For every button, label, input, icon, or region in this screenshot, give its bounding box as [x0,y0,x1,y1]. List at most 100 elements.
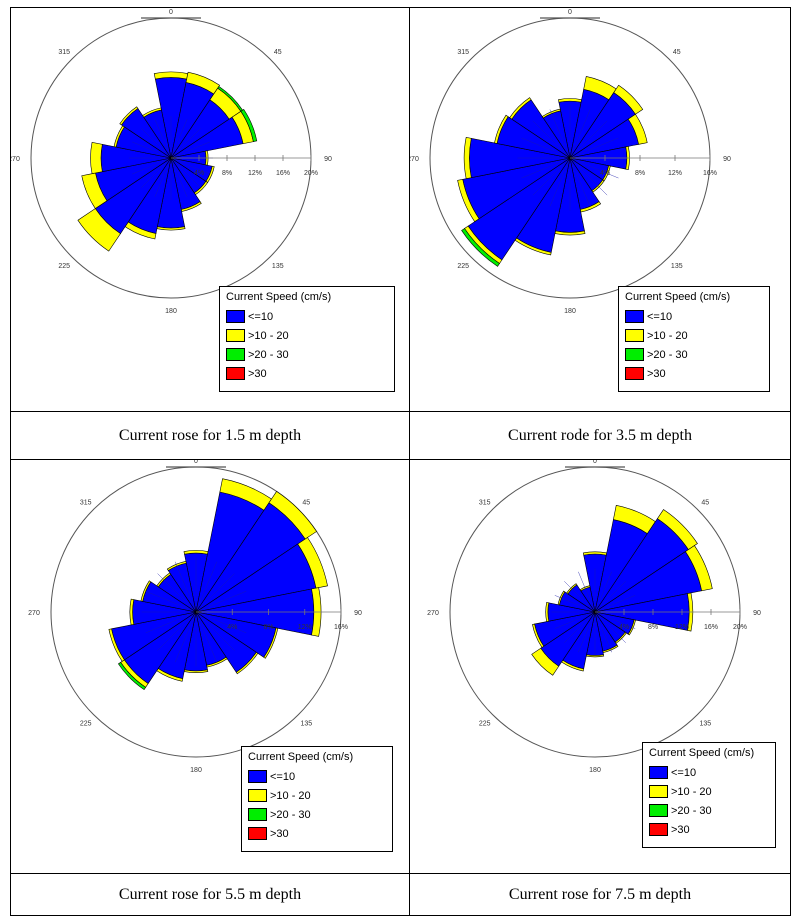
legend-label: <=10 [671,766,697,779]
legend-swatch [248,770,267,783]
legend-title: Current Speed (cm/s) [226,291,332,303]
sector-10-20-67.5 [627,113,648,145]
radial-tick-label: 8% [263,624,273,631]
radial-tick-label: 12% [675,624,689,631]
rose-cell-4: 4% 8% 12% 16% 20% 0 45 90 135 180 225 270 315 Current… [409,459,791,874]
sector-20-30-225 [461,228,500,267]
spoke-line [145,612,194,633]
legend-label: >20 - 30 [671,804,712,817]
spoke-line [549,160,570,207]
caption-4: Current rose for 7.5 m depth [409,873,791,916]
spoke-line [172,128,201,157]
legend-label: >30 [270,827,289,840]
legend-swatch [649,766,668,779]
sector-10-20-315 [119,106,139,126]
direction-label-225: 225 [58,263,70,270]
direction-label-180: 180 [165,308,177,315]
legend-swatch [625,310,644,323]
legend-item-10-20: >10 - 20 [226,326,388,345]
legend-swatch [248,789,267,802]
legend-item-20-30: >20 - 30 [649,801,769,820]
spoke-line [554,595,593,612]
legend-label: >10 - 20 [647,329,688,342]
legend-item-lte10: <=10 [649,763,769,782]
legend-swatch [625,367,644,380]
sector-10-20-270 [463,136,472,180]
spoke-line [571,159,608,196]
spoke-line [578,571,595,610]
legend-label: >10 - 20 [248,329,289,342]
direction-label-135: 135 [699,720,711,727]
spoke-line [596,613,626,643]
spoke-line [132,141,169,158]
spoke-line [175,614,196,663]
spoke-line [145,591,194,612]
sector-10-20-292.5 [140,580,152,602]
spoke-line [597,595,636,612]
legend-swatch [649,823,668,836]
spoke-line [171,160,188,197]
rose-svg: 4% 8% 12% 16% 0 45 90 135 180 225 270 315 [410,9,731,315]
radial-tick-label: 20% [304,170,318,177]
sector-10-20-270 [545,602,550,622]
radial-tick-label: 8% [222,170,232,177]
spoke-line [154,119,171,156]
radial-tick-label: 4% [194,170,204,177]
legend: Current Speed (cm/s) <=10 >10 - 20 >20 - 30… [219,286,395,392]
spoke-line [132,158,169,175]
direction-label-0: 0 [194,460,198,465]
radial-tick-label: 16% [704,624,718,631]
rose-cell-2: 4% 8% 12% 16% 0 45 90 135 180 225 270 315 Current Sp… [409,7,791,412]
spoke-line [564,613,594,643]
spoke-line [171,119,188,156]
spoke-line [175,561,196,610]
legend-swatch [248,808,267,821]
legend-item-20-30: >20 - 30 [226,345,388,364]
legend: Current Speed (cm/s) <=10 >10 - 20 >20 - 30… [618,286,770,392]
legend-label: >30 [248,367,267,380]
sector-10-20-247.5 [457,178,480,223]
spoke-line [572,158,619,179]
spoke-line [521,158,568,179]
legend-label: >20 - 30 [270,808,311,821]
spoke-line [196,561,217,610]
radial-tick-label: 8% [648,624,658,631]
direction-label-315: 315 [58,49,70,56]
direction-label-135: 135 [300,720,312,727]
caption-3: Current rose for 5.5 m depth [10,873,410,916]
legend-item-lte10: <=10 [226,307,388,326]
legend-item-gt30: >30 [226,364,388,383]
legend-item-20-30: >20 - 30 [625,345,763,364]
direction-label-315: 315 [457,49,469,56]
direction-label-315: 315 [80,500,92,507]
direction-label-45: 45 [673,49,681,56]
legend-swatch [625,329,644,342]
direction-label-0: 0 [593,460,597,465]
legend-item-gt30: >30 [248,824,386,843]
sector-10-20-225 [531,647,560,676]
spoke-line [197,573,235,611]
spoke-line [564,581,594,611]
legend-label: <=10 [248,310,274,323]
spoke-line [173,158,210,175]
spoke-line [595,614,612,653]
legend-label: >30 [647,367,666,380]
legend: Current Speed (cm/s) <=10 >10 - 20 >20 - 30… [642,742,776,848]
direction-label-135: 135 [272,263,284,270]
spoke-line [571,120,608,157]
spoke-line [578,614,595,653]
legend-title: Current Speed (cm/s) [649,747,755,759]
radial-tick-label: 12% [248,170,262,177]
legend-label: >20 - 30 [248,348,289,361]
spoke-line [595,571,612,610]
direction-label-45: 45 [701,500,709,507]
rose-svg: 4% 8% 12% 16% 0 45 90 135 180 225 270 315 [28,460,362,774]
spoke-line [554,612,593,629]
direction-label-135: 135 [671,263,683,270]
spoke-line [549,109,570,156]
direction-label-225: 225 [479,720,491,727]
radial-tick-label: 12% [298,624,312,631]
spoke-line [198,591,247,612]
sector-10-20-112.5 [263,627,279,659]
sector-20-30-67.5 [240,108,258,142]
